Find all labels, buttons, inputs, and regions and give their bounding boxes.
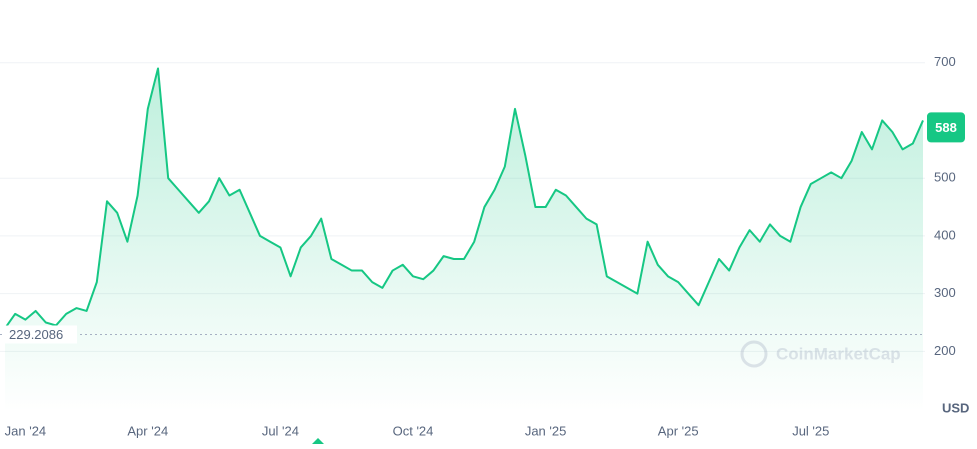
y-tick-label: 200 (934, 343, 956, 358)
range-marker (312, 438, 324, 444)
y-tick-label: 400 (934, 227, 956, 242)
unit-label: USD (942, 400, 969, 415)
watermark-text: CoinMarketCap (776, 344, 901, 363)
y-tick-label: 300 (934, 285, 956, 300)
x-tick-label: Jan '25 (525, 423, 567, 438)
y-tick-label: 700 (934, 54, 956, 69)
x-tick-label: Jan '24 (5, 423, 47, 438)
plot: 200 300 400 500 700 Jan '24 Apr '24 Jul '24 Oct … (0, 54, 965, 438)
price-badge-label: 588 (935, 120, 957, 135)
x-tick-label: Jul '24 (262, 423, 299, 438)
x-tick-label: Apr '25 (658, 423, 699, 438)
price-badge (927, 112, 965, 143)
watermark: CoinMarketCap (740, 340, 901, 368)
price-line (4, 67, 924, 329)
x-tick-label: Oct '24 (393, 423, 434, 438)
area (5, 68, 923, 413)
y-tick-label: 500 (934, 170, 956, 185)
baseline-label: 229.2086 (9, 327, 63, 342)
baseline-label-bg (3, 325, 77, 344)
x-tick-label: Apr '24 (127, 423, 168, 438)
x-tick-label: Jul '25 (792, 423, 829, 438)
